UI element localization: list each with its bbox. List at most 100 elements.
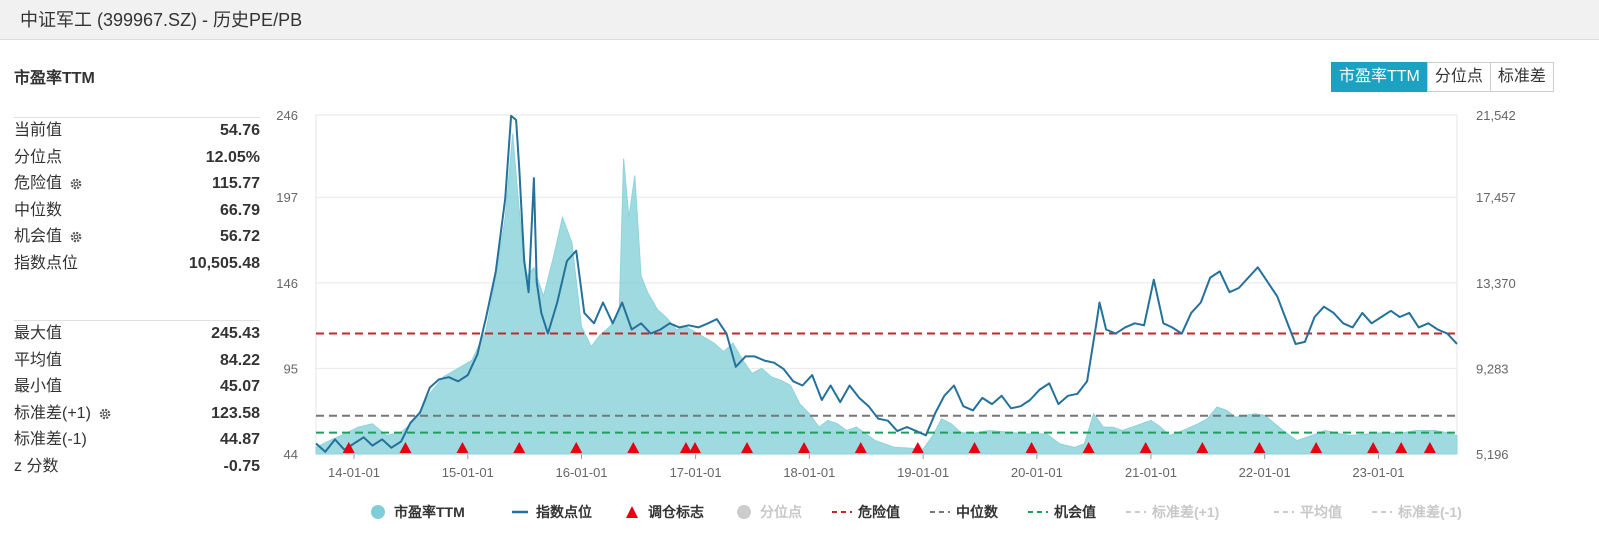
stat-label: 中位数: [14, 198, 62, 225]
stats-group-summary: 最大值 245.43 平均值 84.22 最小值 45.07 标准差(+1) 123.58 标准…: [14, 320, 260, 480]
x-tick-label: 16-01-01: [556, 465, 608, 480]
rebalance-mark: [688, 442, 701, 453]
x-tick-label: 17-01-01: [670, 465, 722, 480]
legend-label[interactable]: 标准差(-1): [1397, 504, 1462, 520]
gear-icon[interactable]: [98, 407, 112, 421]
stat-label-text: 最大值: [14, 325, 63, 342]
y-left-tick-label: 146: [276, 276, 298, 291]
y-left-tick-label: 246: [276, 108, 298, 123]
stat-label-text: 最小值: [14, 378, 63, 395]
stat-value: -0.75: [223, 457, 260, 475]
stat-label: 分位点: [14, 145, 62, 172]
x-tick-label: 23-01-01: [1352, 465, 1404, 480]
rebalance-mark: [1395, 442, 1408, 453]
stat-value: 245.43: [211, 325, 260, 342]
legend-label[interactable]: 机会值: [1054, 504, 1096, 520]
legend-label[interactable]: 平均值: [1300, 504, 1342, 520]
rebalance-mark: [1423, 442, 1436, 453]
rebalance-mark: [1310, 442, 1323, 453]
rebalance-mark: [1025, 442, 1038, 453]
rebalance-mark: [679, 442, 692, 453]
rebalance-mark: [741, 442, 754, 453]
gear-icon[interactable]: [69, 230, 83, 244]
stat-label: 危险值: [14, 171, 83, 198]
rebalance-mark: [968, 442, 981, 453]
stat-label-text: 危险值: [14, 175, 63, 192]
stat-row: 当前值 54.76: [14, 118, 260, 145]
y-right-tick-label: 21,542: [1476, 108, 1516, 123]
y-right-tick-label: 9,283: [1476, 361, 1509, 376]
legend-swatch-triangle: [626, 506, 638, 518]
x-tick-label: 20-01-01: [1011, 465, 1063, 480]
rebalance-mark: [1082, 442, 1095, 453]
y-left-tick-label: 44: [284, 447, 298, 462]
rebalance-mark: [854, 442, 867, 453]
y-left-tick-label: 197: [276, 190, 298, 205]
stat-value: 115.77: [211, 175, 260, 192]
legend-label[interactable]: 中位数: [956, 504, 999, 520]
tab-std-dev[interactable]: 标准差: [1489, 62, 1554, 92]
rebalance-mark: [399, 442, 412, 453]
rebalance-mark: [911, 442, 924, 453]
rebalance-mark: [513, 442, 526, 453]
y-right-tick-label: 5,196: [1476, 447, 1509, 462]
stat-row: 最小值 45.07: [14, 374, 260, 401]
stat-value: 84.22: [219, 351, 260, 369]
stat-label-text: 平均值: [14, 351, 63, 369]
x-tick-label: 21-01-01: [1125, 465, 1177, 480]
rebalance-mark: [1367, 442, 1380, 453]
stat-label-text: 当前值: [14, 122, 63, 139]
rebalance-mark: [1139, 442, 1152, 453]
y-right-tick-label: 13,370: [1476, 276, 1516, 291]
stat-label: 标准差(+1): [14, 401, 112, 428]
y-right-tick-label: 17,457: [1476, 190, 1516, 205]
stat-label: z 分数: [14, 454, 58, 481]
x-tick-label: 14-01-01: [328, 465, 380, 480]
stat-row: 指数点位 10,505.48: [14, 251, 260, 278]
legend-label[interactable]: 市盈率TTM: [394, 504, 465, 520]
legend-swatch-dot: [737, 505, 751, 519]
stat-label: 标准差(-1): [14, 427, 87, 454]
x-tick-label: 15-01-01: [442, 465, 494, 480]
rebalance-mark: [570, 442, 583, 453]
legend-label[interactable]: 调仓标志: [648, 504, 704, 520]
stat-label: 指数点位: [14, 251, 78, 278]
stat-row: 中位数 66.79: [14, 198, 260, 225]
x-tick-label: 18-01-01: [783, 465, 835, 480]
gear-icon[interactable]: [69, 177, 83, 191]
stat-label-text: 指数点位: [14, 254, 79, 272]
window-title: 中证军工 (399967.SZ) - 历史PE/PB: [20, 10, 303, 30]
stat-label-text: 标准差(+1): [14, 404, 91, 422]
y-left-tick-label: 95: [284, 361, 298, 376]
stat-label-text: 分位点: [14, 148, 63, 166]
stat-value: 12.05%: [205, 148, 260, 166]
legend-label[interactable]: 指数点位: [536, 504, 592, 520]
stat-row: 最大值 245.43: [14, 321, 260, 348]
stat-row: 分位点 12.05%: [14, 145, 260, 172]
stat-value: 66.79: [219, 201, 260, 219]
rebalance-mark: [798, 442, 811, 453]
stat-row: 机会值 56.72: [14, 224, 260, 251]
legend-label[interactable]: 危险值: [857, 504, 900, 520]
legend-label[interactable]: 分位点: [760, 504, 802, 520]
metric-tabs: 市盈率TTM 分位点 标准差: [1331, 62, 1554, 92]
stat-label: 当前值: [14, 118, 62, 145]
stat-value: 45.07: [219, 378, 260, 395]
stat-label-text: 中位数: [14, 201, 63, 219]
x-tick-label: 19-01-01: [897, 465, 949, 480]
rebalance-mark: [1196, 442, 1209, 453]
stat-value: 44.87: [219, 431, 260, 448]
stat-row: z 分数 -0.75: [14, 454, 260, 481]
legend-label[interactable]: 标准差(+1): [1151, 504, 1219, 520]
rebalance-mark: [342, 442, 355, 453]
rebalance-mark: [1253, 442, 1266, 453]
stat-label: 最大值: [14, 321, 62, 348]
title-bar: 中证军工 (399967.SZ) - 历史PE/PB: [0, 0, 1599, 40]
stat-label-text: 机会值: [14, 228, 63, 245]
stat-label: 最小值: [14, 374, 62, 401]
stat-row: 危险值 115.77: [14, 171, 260, 198]
tab-percentile[interactable]: 分位点: [1426, 62, 1491, 92]
stat-value: 10,505.48: [188, 254, 260, 272]
stat-value: 56.72: [219, 228, 260, 245]
section-title: 市盈率TTM: [14, 70, 95, 87]
